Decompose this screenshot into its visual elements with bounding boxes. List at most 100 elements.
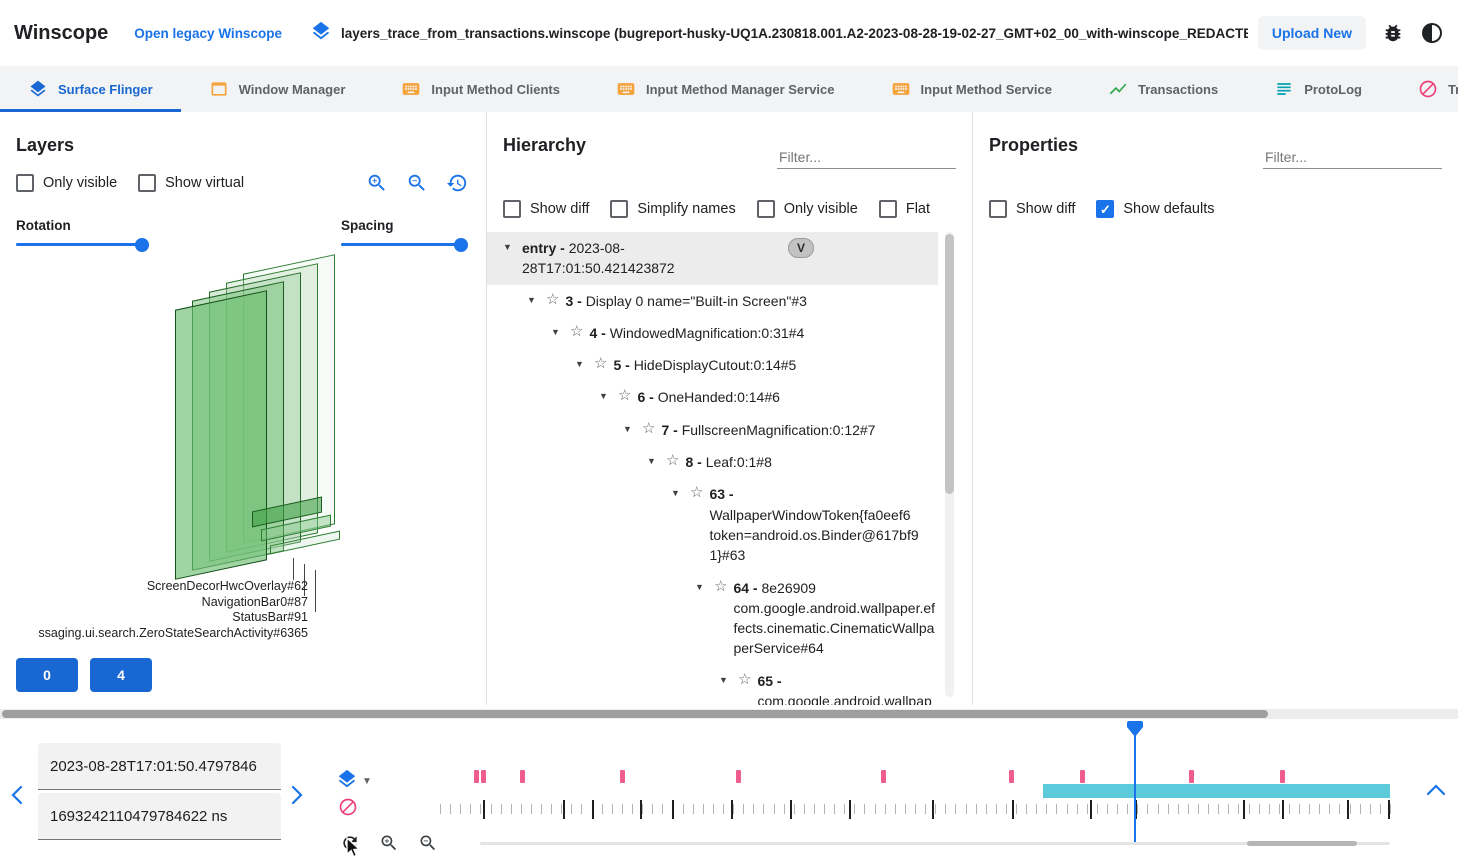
hierarchy-filter-input[interactable] [777, 146, 956, 169]
rotation-slider-track[interactable] [16, 237, 149, 252]
trace-entry-mark[interactable] [932, 800, 935, 819]
transaction-event-mark[interactable] [474, 770, 480, 783]
trace-entry-mark[interactable] [1281, 800, 1284, 819]
hierarchy-scrollbar[interactable] [945, 232, 954, 697]
hierarchy-scrollbar-thumb[interactable] [945, 234, 954, 494]
horizontal-scrollbar-thumb[interactable] [2, 710, 1268, 718]
transaction-event-mark[interactable] [736, 770, 742, 783]
tree-node-7[interactable]: ▼ ☆ 7 - FullscreenMagnification:0:12#7 [487, 414, 938, 446]
prev-entry-button[interactable] [10, 785, 24, 805]
zoom-out-icon[interactable] [406, 172, 428, 194]
reset-zoom-icon[interactable] [340, 833, 360, 853]
trace-entry-mark[interactable] [592, 800, 594, 819]
trace-entry-mark[interactable] [1242, 800, 1245, 819]
star-icon[interactable]: ☆ [546, 290, 560, 308]
transaction-event-mark[interactable] [480, 770, 486, 783]
trace-entry-mark[interactable] [640, 800, 643, 819]
timeline-zoom-scrollbar[interactable] [480, 840, 1390, 847]
trace-entry-mark[interactable] [482, 800, 485, 819]
expand-caret-icon[interactable]: ▼ [575, 359, 584, 370]
trace-entry-mark[interactable] [562, 800, 565, 819]
tree-node-6[interactable]: ▼ ☆ 6 - OneHanded:0:14#6 [487, 381, 938, 413]
expand-caret-icon[interactable]: ▼ [503, 242, 512, 252]
star-icon[interactable]: ☆ [570, 322, 584, 340]
active-trace-selector[interactable]: ▼ [336, 768, 372, 795]
tab-input-method-manager-service[interactable]: Input Method Manager Service [588, 66, 863, 112]
reset-view-icon[interactable] [446, 172, 468, 194]
expand-caret-icon[interactable]: ▼ [527, 294, 536, 305]
display-button-4[interactable]: 4 [90, 658, 152, 692]
timeline-cursor-line[interactable] [1134, 727, 1137, 842]
trace-entry-mark[interactable] [1347, 800, 1350, 819]
trace-entry-mark[interactable] [1011, 800, 1014, 819]
hierarchy-checkbox-show-diff[interactable]: Show diff [503, 200, 589, 218]
timeline-ruler[interactable] [440, 719, 1391, 860]
trace-entry-mark[interactable] [1388, 800, 1391, 819]
tree-node-5[interactable]: ▼ ☆ 5 - HideDisplayCutout:0:14#5 [487, 349, 938, 381]
tab-transactions[interactable]: Transactions [1080, 66, 1246, 112]
tree-node-3[interactable]: ▼ ☆ 3 - Display 0 name="Built-in Screen"#3 [487, 285, 938, 317]
zoom-in-icon[interactable] [366, 172, 388, 194]
spacing-slider-track[interactable] [341, 237, 468, 252]
selected-range-bar[interactable] [1043, 784, 1390, 798]
properties-checkbox-show-defaults[interactable]: ✓ Show defaults [1096, 200, 1214, 218]
star-icon[interactable]: ☆ [738, 670, 752, 688]
trace-entry-mark[interactable] [1135, 800, 1138, 819]
trace-entry-mark[interactable] [789, 800, 792, 819]
spacing-slider-knob[interactable] [453, 237, 468, 252]
expand-caret-icon[interactable]: ▼ [695, 581, 704, 592]
tree-node-entry[interactable]: ▼ entry - 2023-08-28T17:01:50.421423872 V [487, 232, 938, 285]
timestamp-human-input[interactable] [38, 743, 281, 790]
expand-timeline-button[interactable] [1426, 783, 1446, 796]
transaction-event-mark[interactable] [1009, 770, 1015, 783]
expand-caret-icon[interactable]: ▼ [551, 326, 560, 337]
tab-protolog[interactable]: ProtoLog [1246, 66, 1390, 112]
legacy-winscope-link[interactable]: Open legacy Winscope [134, 25, 282, 41]
layers-3d-view[interactable] [0, 254, 486, 642]
upload-new-button[interactable]: Upload New [1257, 16, 1366, 50]
expand-caret-icon[interactable]: ▼ [671, 488, 680, 499]
layers-checkbox-only-visible[interactable]: Only visible [16, 174, 117, 192]
transaction-event-mark[interactable] [519, 770, 525, 783]
display-button-0[interactable]: 0 [16, 658, 78, 692]
expand-caret-icon[interactable]: ▼ [719, 674, 728, 685]
properties-filter-input[interactable] [1263, 146, 1442, 169]
properties-checkbox-show-diff[interactable]: Show diff [989, 200, 1075, 218]
layer-sheet[interactable] [175, 290, 267, 580]
star-icon[interactable]: ☆ [594, 355, 608, 373]
tree-node-65[interactable]: ▼ ☆ 65 - com.google.android.wallpaper.effe… [487, 665, 938, 705]
timeline-zoom-in-icon[interactable] [379, 833, 399, 853]
transactions-trace-icon-row[interactable] [338, 797, 358, 822]
timeline-zoom-out-icon[interactable] [418, 833, 438, 853]
transaction-event-mark[interactable] [1279, 770, 1285, 783]
transaction-event-mark[interactable] [1188, 770, 1194, 783]
tree-node-63[interactable]: ▼ ☆ 63 - WallpaperWindowToken{fa0eef6 toke… [487, 478, 938, 571]
timestamp-ns-input[interactable] [38, 793, 281, 840]
hierarchy-checkbox-flat[interactable]: Flat [878, 200, 930, 218]
tab-window-manager[interactable]: Window Manager [181, 66, 374, 112]
tab-surface-flinger[interactable]: Surface Flinger [0, 66, 181, 112]
tree-node-8[interactable]: ▼ ☆ 8 - Leaf:0:1#8 [487, 446, 938, 478]
expand-caret-icon[interactable]: ▼ [623, 423, 632, 434]
trace-entry-mark[interactable] [1089, 800, 1092, 819]
next-entry-button[interactable] [290, 785, 304, 805]
tree-node-4[interactable]: ▼ ☆ 4 - WindowedMagnification:0:31#4 [487, 317, 938, 349]
expand-caret-icon[interactable]: ▼ [647, 456, 656, 467]
horizontal-scrollbar[interactable] [0, 709, 1458, 719]
tab-input-method-clients[interactable]: Input Method Clients [373, 66, 588, 112]
timeline-zoom-scrollbar-thumb[interactable] [1247, 841, 1357, 846]
star-icon[interactable]: ☆ [642, 419, 656, 437]
dark-mode-toggle-icon[interactable] [1420, 21, 1444, 45]
transaction-event-mark[interactable] [880, 770, 886, 783]
hierarchy-checkbox-only-visible[interactable]: Only visible [756, 200, 858, 218]
star-icon[interactable]: ☆ [714, 577, 728, 595]
tree-node-64[interactable]: ▼ ☆ 64 - 8e26909 com.google.android.wallpa… [487, 572, 938, 665]
transaction-event-mark[interactable] [1080, 770, 1086, 783]
tab-transitions[interactable]: Transitions [1390, 66, 1458, 112]
tab-input-method-service[interactable]: Input Method Service [863, 66, 1080, 112]
star-icon[interactable]: ☆ [690, 484, 704, 502]
timeline-cursor-handle[interactable] [1127, 721, 1144, 737]
report-bug-icon[interactable] [1382, 22, 1404, 44]
hierarchy-checkbox-simplify-names[interactable]: Simplify names [610, 200, 736, 218]
star-icon[interactable]: ☆ [666, 452, 680, 470]
